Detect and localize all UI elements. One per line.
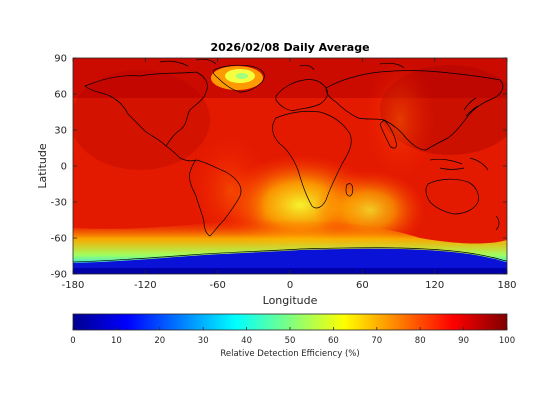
y-tick-label: 0 [61, 162, 67, 173]
x-tick-label: 120 [425, 280, 444, 291]
y-tick-label: 30 [54, 126, 67, 137]
coast-japan [463, 97, 479, 117]
x-tick-label: 0 [287, 280, 293, 291]
x-axis: -180 -120 -60 0 60 120 180 [62, 58, 517, 291]
greenland-center [236, 73, 248, 79]
colorbar-tick-label: 70 [371, 336, 382, 346]
coastlines [73, 58, 507, 263]
coast-south-america [189, 159, 242, 237]
colorbar-tick-label: 40 [241, 336, 252, 346]
antarctica-region [73, 248, 507, 274]
y-tick-label: -30 [51, 198, 67, 209]
colorbar-tick-label: 80 [415, 336, 426, 346]
heatmap-field [73, 58, 507, 274]
colorbar-label: Relative Detection Efficiency (%) [220, 349, 359, 359]
colorbar-tick-label: 60 [328, 336, 339, 346]
colorbar-tick-label: 30 [198, 336, 209, 346]
colorbar-tick-label: 100 [499, 336, 515, 346]
x-tick-label: -60 [209, 280, 225, 291]
colorbar-tick-label: 0 [70, 336, 75, 346]
colorbar-tick-label: 10 [111, 336, 122, 346]
americas-dark-patch [73, 70, 210, 170]
colorbar-tick-label: 90 [458, 336, 469, 346]
y-tick-label: 60 [54, 90, 67, 101]
south-atlantic-orange [190, 135, 270, 245]
colorbar-ticks: 0 10 20 30 40 50 60 70 80 90 100 [70, 327, 515, 346]
coast-new-zealand [495, 215, 500, 231]
coast-central-america [165, 145, 197, 162]
y-tick-label: -90 [51, 270, 67, 281]
y-axis-label: Latitude [36, 143, 49, 189]
x-tick-label: -120 [134, 280, 157, 291]
coast-north-america [84, 71, 208, 147]
coast-asia [325, 70, 504, 151]
north-band [73, 58, 507, 98]
y-axis: 90 60 30 0 -30 -60 -90 [51, 54, 507, 281]
colorbar: 0 10 20 30 40 50 60 70 80 90 100 Relative Detectio… [70, 313, 515, 359]
coast-antarctica [73, 247, 507, 263]
x-tick-label: -180 [62, 280, 85, 291]
coast-africa [272, 110, 352, 209]
coast-madagascar [345, 183, 354, 197]
coast-australia [425, 178, 479, 215]
colorbar-tick-label: 20 [154, 336, 165, 346]
x-tick-label: 180 [497, 280, 516, 291]
x-tick-label: 60 [356, 280, 369, 291]
map-title: 2026/02/08 Daily Average [210, 41, 369, 54]
coast-europe [275, 79, 328, 111]
coast-greenland [212, 64, 265, 93]
colorbar-tick-label: 50 [285, 336, 296, 346]
y-tick-label: 90 [54, 54, 67, 65]
indian-orange-streak [365, 60, 435, 180]
x-axis-label: Longitude [263, 294, 318, 307]
y-tick-label: -60 [51, 234, 67, 245]
coast-india [379, 119, 397, 149]
coast-indonesia [429, 157, 489, 171]
coast-arctic-islands [159, 58, 405, 71]
